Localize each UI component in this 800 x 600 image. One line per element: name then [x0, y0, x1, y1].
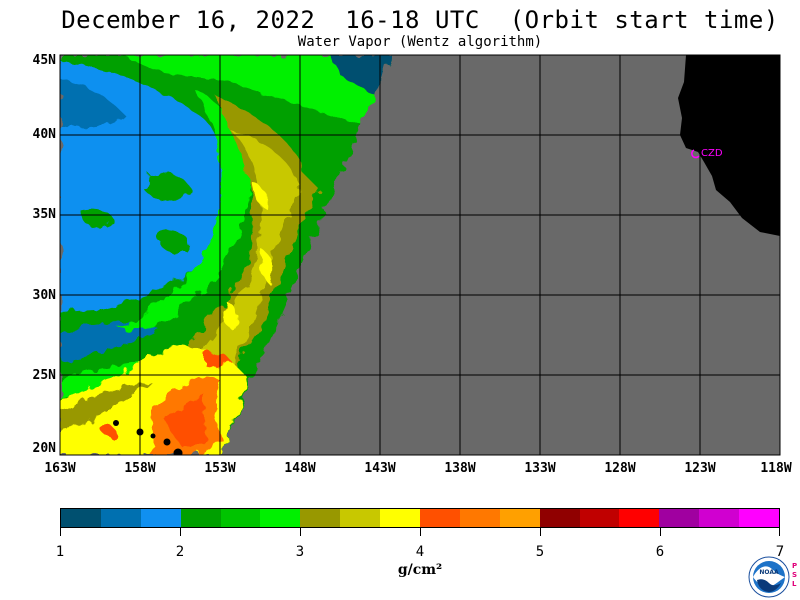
- swath-water-vapor: [60, 55, 392, 455]
- map-title: December 16, 2022 16-18 UTC (Orbit start…: [61, 6, 779, 34]
- land-mass: [678, 55, 780, 455]
- noaa-logo: NOAA: [748, 556, 790, 598]
- station-marker-czd: CZD: [691, 148, 723, 159]
- noaa-logo-label: NOAA: [759, 569, 779, 576]
- band-bright-yellow-streaks: [222, 180, 274, 330]
- colorbar-units: g/cm²: [397, 562, 443, 578]
- lon-label: 158W: [124, 461, 156, 476]
- psl-logo-text: P S L: [792, 562, 797, 589]
- colorbar-tick-mark: [420, 528, 421, 536]
- lon-label: 143W: [364, 461, 396, 476]
- colorbar-segment: [739, 509, 780, 527]
- band-green-southwest: [60, 362, 140, 398]
- colorbar-tick-label: 2: [175, 544, 185, 560]
- band-dark-blue-north: [330, 55, 392, 95]
- band-yellow-core: [195, 130, 300, 380]
- colorbar-tick-label: 4: [415, 544, 425, 560]
- lat-label: 25N: [32, 368, 56, 383]
- colorbar-tick-mark: [180, 528, 181, 536]
- colorbar-tick-label: 5: [535, 544, 545, 560]
- lon-label: 163W: [44, 461, 76, 476]
- map-subtitle: Water Vapor (Wentz algorithm): [297, 34, 543, 50]
- colorbar-segment: [579, 509, 620, 527]
- band-bright-green-north: [120, 55, 375, 125]
- map-frame: [59, 54, 781, 456]
- colorbar-segment: [340, 509, 381, 527]
- lon-label: 118W: [760, 461, 792, 476]
- colorbar-segment: [619, 509, 660, 527]
- colorbar-segment: [100, 509, 141, 527]
- colorbar-segment: [420, 509, 460, 527]
- colorbar-segment: [180, 509, 221, 527]
- band-green-inside-eddy: [80, 173, 191, 253]
- colorbar-segment: [539, 509, 580, 527]
- lat-label: 40N: [32, 127, 56, 142]
- lat-label: 35N: [32, 207, 56, 222]
- colorbar-tick-mark: [779, 528, 780, 536]
- colorbar-segment: [61, 509, 101, 527]
- colorbar-tick-label: 3: [295, 544, 305, 560]
- colorbar-segment: [220, 509, 261, 527]
- lat-label: 30N: [32, 288, 56, 303]
- hawaiian-islands: [113, 420, 183, 455]
- colorbar-segment: [459, 509, 500, 527]
- colorbar: [60, 508, 780, 528]
- psl-letter: L: [792, 580, 797, 588]
- psl-letter: P: [792, 562, 798, 570]
- colorbar-tick-label: 7: [775, 544, 785, 560]
- colorbar-tick-mark: [60, 528, 61, 536]
- lon-label: 133W: [524, 461, 556, 476]
- colorbar-tick-mark: [540, 528, 541, 536]
- lon-label: 138W: [444, 461, 476, 476]
- station-marker-icon: [691, 149, 700, 159]
- lon-label: 123W: [684, 461, 716, 476]
- colorbar-segment: [380, 509, 421, 527]
- band-olive-south: [60, 380, 150, 430]
- colorbar-segment: [699, 509, 740, 527]
- psl-letter: S: [792, 571, 798, 579]
- colorbar-tick-label: 1: [55, 544, 65, 560]
- station-label: CZD: [701, 148, 723, 159]
- colorbar-segment: [300, 509, 341, 527]
- lon-label: 128W: [604, 461, 636, 476]
- band-mid-blue-patches: [60, 80, 160, 360]
- lat-lon-grid: [60, 55, 780, 455]
- colorbar-segment: [659, 509, 700, 527]
- colorbar-tick-mark: [660, 528, 661, 536]
- colorbar-segment: [260, 509, 301, 527]
- lon-label: 153W: [204, 461, 236, 476]
- colorbar-segment: [140, 509, 181, 527]
- band-green-ring: [120, 90, 248, 330]
- lon-label: 148W: [284, 461, 316, 476]
- colorbar-tick-label: 6: [655, 544, 665, 560]
- colorbar-segment: [499, 509, 540, 527]
- colorbar-tick-mark: [300, 528, 301, 536]
- lat-label: 45N: [32, 53, 56, 68]
- band-red-orange-south: [100, 352, 230, 450]
- lat-label: 20N: [32, 441, 56, 456]
